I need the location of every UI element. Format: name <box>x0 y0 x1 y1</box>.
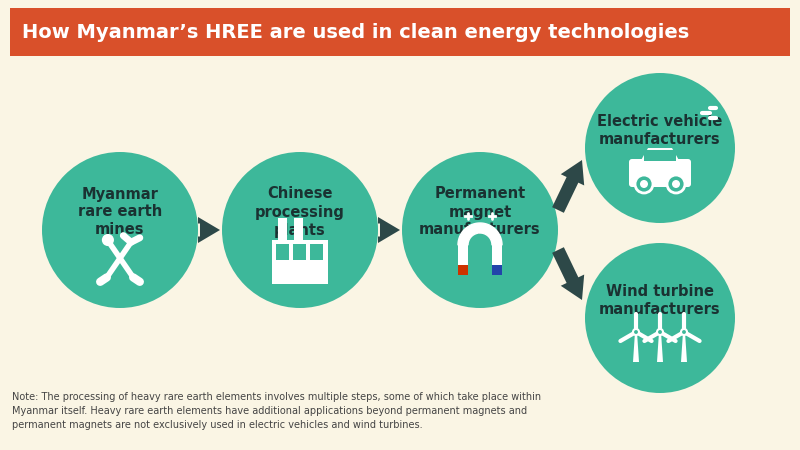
Polygon shape <box>552 247 584 300</box>
FancyBboxPatch shape <box>310 244 323 260</box>
Circle shape <box>672 180 680 188</box>
FancyBboxPatch shape <box>492 265 502 275</box>
Circle shape <box>667 175 685 193</box>
Ellipse shape <box>585 243 735 393</box>
Polygon shape <box>552 160 584 213</box>
FancyBboxPatch shape <box>10 8 790 56</box>
Circle shape <box>681 329 687 335</box>
FancyBboxPatch shape <box>492 245 502 275</box>
FancyBboxPatch shape <box>294 218 303 240</box>
Polygon shape <box>657 332 663 362</box>
Circle shape <box>640 180 648 188</box>
Polygon shape <box>272 240 328 284</box>
Text: Chinese
processing
plants: Chinese processing plants <box>255 186 345 238</box>
Polygon shape <box>640 148 680 162</box>
Ellipse shape <box>585 73 735 223</box>
FancyBboxPatch shape <box>293 244 306 260</box>
Circle shape <box>635 175 653 193</box>
FancyBboxPatch shape <box>278 218 287 240</box>
FancyBboxPatch shape <box>276 244 289 260</box>
Text: How Myanmar’s HREE are used in clean energy technologies: How Myanmar’s HREE are used in clean ene… <box>22 22 690 41</box>
Text: Electric vehicle
manufacturers: Electric vehicle manufacturers <box>598 113 722 147</box>
Text: Myanmar
rare earth
mines: Myanmar rare earth mines <box>78 186 162 238</box>
Text: Permanent
magnet
manufacturers: Permanent magnet manufacturers <box>419 186 541 238</box>
Polygon shape <box>458 223 502 245</box>
Ellipse shape <box>42 152 198 308</box>
Text: Wind turbine
manufacturers: Wind turbine manufacturers <box>599 284 721 316</box>
Polygon shape <box>198 217 220 243</box>
Polygon shape <box>681 332 687 362</box>
Text: Note: The processing of heavy rare earth elements involves multiple steps, some : Note: The processing of heavy rare earth… <box>12 392 541 430</box>
Polygon shape <box>633 332 639 362</box>
Circle shape <box>633 329 639 335</box>
Circle shape <box>657 329 663 335</box>
Ellipse shape <box>402 152 558 308</box>
FancyBboxPatch shape <box>458 265 468 275</box>
Polygon shape <box>378 217 400 243</box>
Ellipse shape <box>222 152 378 308</box>
Ellipse shape <box>102 234 114 246</box>
FancyBboxPatch shape <box>629 159 691 187</box>
FancyBboxPatch shape <box>644 150 676 161</box>
FancyBboxPatch shape <box>458 245 468 275</box>
